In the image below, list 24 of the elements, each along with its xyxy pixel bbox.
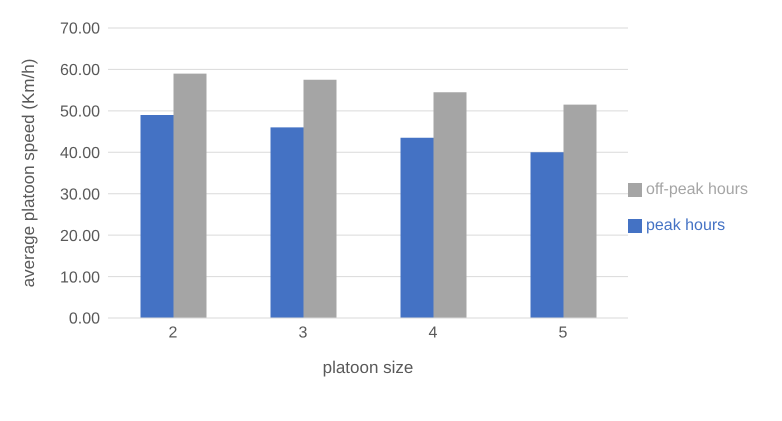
legend-label: peak hours bbox=[646, 217, 726, 234]
x-tick-label: 2 bbox=[168, 324, 178, 342]
bar bbox=[304, 80, 336, 318]
y-tick-label: 30.00 bbox=[60, 186, 100, 204]
y-tick-label: 70.00 bbox=[60, 20, 100, 38]
bar bbox=[434, 92, 466, 318]
bar bbox=[530, 152, 564, 318]
x-tick-label: 3 bbox=[298, 324, 308, 342]
legend-label: off-peak hours bbox=[646, 181, 748, 198]
y-tick-label: 60.00 bbox=[60, 62, 100, 80]
bar bbox=[140, 115, 174, 318]
y-tick-label: 20.00 bbox=[60, 228, 100, 245]
y-tick-label: 50.00 bbox=[60, 104, 100, 121]
x-tick-label: 4 bbox=[428, 324, 438, 342]
x-tick-label: 5 bbox=[558, 324, 568, 342]
y-tick-label: 10.00 bbox=[60, 269, 100, 286]
bar bbox=[564, 104, 596, 318]
y-axis-title: average platoon speed (Km/h) bbox=[19, 58, 38, 288]
y-tick-label: 40.00 bbox=[60, 144, 100, 162]
bar bbox=[174, 74, 206, 318]
bar bbox=[400, 138, 434, 318]
y-tick-label: 0.00 bbox=[68, 310, 100, 328]
bar bbox=[270, 127, 304, 318]
x-axis-title: platoon size bbox=[322, 358, 414, 377]
